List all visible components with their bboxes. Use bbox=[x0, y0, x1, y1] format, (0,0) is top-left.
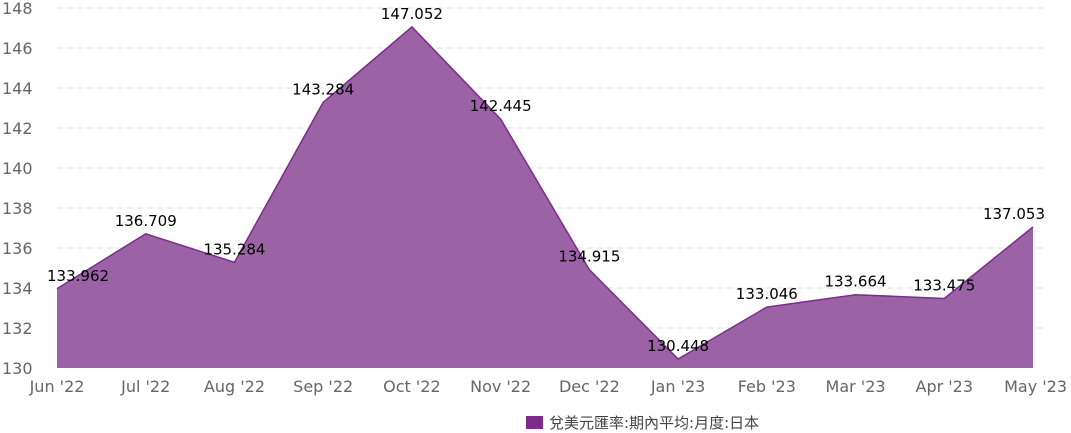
x-tick-label: Feb '23 bbox=[738, 377, 796, 396]
data-label: 130.448 bbox=[647, 337, 709, 355]
data-label: 133.962 bbox=[47, 267, 109, 285]
y-tick-label: 138 bbox=[2, 199, 33, 218]
x-tick-label: Mar '23 bbox=[826, 377, 886, 396]
x-tick-label: Dec '22 bbox=[559, 377, 620, 396]
y-tick-label: 148 bbox=[2, 0, 33, 18]
y-axis: 130 132 134 136 138 140 142 144 146 148 bbox=[2, 0, 33, 378]
data-label: 137.053 bbox=[983, 205, 1045, 223]
x-tick-label: Apr '23 bbox=[916, 377, 974, 396]
data-label: 133.475 bbox=[913, 277, 975, 295]
x-tick-label: May '23 bbox=[1004, 377, 1067, 396]
legend-label: 兌美元匯率:期內平均:月度:日本 bbox=[549, 414, 760, 432]
data-label: 147.052 bbox=[381, 5, 443, 23]
x-tick-label: Jul '22 bbox=[120, 377, 170, 396]
data-label: 133.664 bbox=[825, 273, 887, 291]
y-tick-label: 146 bbox=[2, 39, 33, 58]
x-tick-label: Jan '23 bbox=[650, 377, 706, 396]
data-label: 136.709 bbox=[115, 212, 177, 230]
legend-swatch bbox=[526, 416, 543, 429]
y-tick-label: 132 bbox=[2, 319, 33, 338]
x-axis: Jun '22 Jul '22 Aug '22 Sep '22 Oct '22 Nov '… bbox=[29, 377, 1067, 396]
x-tick-label: Sep '22 bbox=[293, 377, 353, 396]
x-tick-label: Nov '22 bbox=[470, 377, 531, 396]
y-tick-label: 142 bbox=[2, 119, 33, 138]
data-label: 134.915 bbox=[558, 248, 620, 266]
y-tick-label: 136 bbox=[2, 239, 33, 258]
y-tick-label: 144 bbox=[2, 79, 33, 98]
data-label: 143.284 bbox=[292, 80, 354, 98]
data-label: 142.445 bbox=[470, 97, 532, 115]
x-tick-label: Oct '22 bbox=[383, 377, 441, 396]
series-line bbox=[56, 25, 1034, 360]
x-tick-label: Aug '22 bbox=[204, 377, 265, 396]
y-tick-label: 130 bbox=[2, 359, 33, 378]
data-label: 135.284 bbox=[203, 240, 265, 258]
y-tick-label: 134 bbox=[2, 279, 33, 298]
x-tick-label: Jun '22 bbox=[29, 377, 85, 396]
y-tick-label: 140 bbox=[2, 159, 33, 178]
legend[interactable]: 兌美元匯率:期內平均:月度:日本 bbox=[526, 412, 759, 433]
series-area bbox=[57, 26, 1033, 369]
data-labels: 133.962 136.709 135.284 143.284 147.052 142.4… bbox=[47, 5, 1045, 355]
data-label: 133.046 bbox=[736, 285, 798, 303]
